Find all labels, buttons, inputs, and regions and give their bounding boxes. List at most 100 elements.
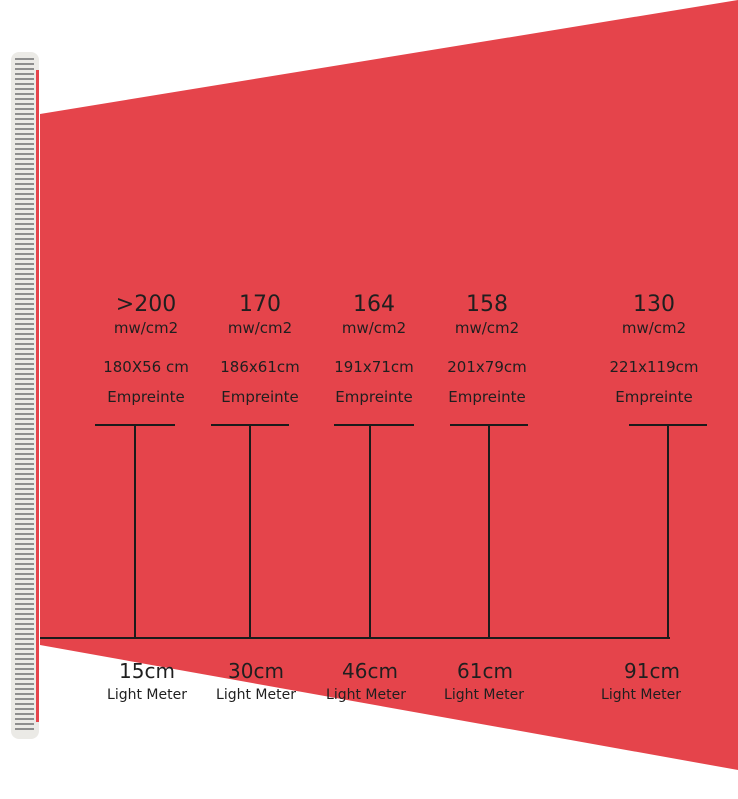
panel-led xyxy=(15,548,34,550)
power-unit: mw/cm2 xyxy=(228,319,292,337)
panel-led xyxy=(15,663,34,665)
footprint-size: 221x119cm xyxy=(610,358,699,376)
panel-led xyxy=(15,718,34,720)
panel-led xyxy=(15,368,34,370)
panel-led xyxy=(15,308,34,310)
panel-led xyxy=(15,568,34,570)
panel-led xyxy=(15,553,34,555)
panel-led xyxy=(15,443,34,445)
panel-led xyxy=(15,348,34,350)
panel-led xyxy=(15,478,34,480)
panel-led xyxy=(15,698,34,700)
panel-led xyxy=(15,613,34,615)
panel-led xyxy=(15,653,34,655)
panel-led xyxy=(15,343,34,345)
light-meter-label: Light Meter xyxy=(601,687,681,703)
panel-led xyxy=(15,448,34,450)
distance-value: 30cm xyxy=(228,659,284,683)
panel-led xyxy=(15,263,34,265)
panel-led xyxy=(15,198,34,200)
panel-led xyxy=(15,158,34,160)
led-light-panel-icon xyxy=(11,52,39,739)
panel-led xyxy=(15,288,34,290)
panel-red-strip xyxy=(36,70,39,722)
panel-led xyxy=(15,73,34,75)
light-meter-label: Light Meter xyxy=(326,687,406,703)
panel-led xyxy=(15,658,34,660)
panel-led xyxy=(15,383,34,385)
panel-led xyxy=(15,138,34,140)
panel-led xyxy=(15,228,34,230)
panel-led xyxy=(15,363,34,365)
panel-led xyxy=(15,108,34,110)
panel-led xyxy=(15,358,34,360)
panel-led xyxy=(15,728,34,730)
panel-led xyxy=(15,423,34,425)
panel-led xyxy=(15,118,34,120)
panel-led xyxy=(15,508,34,510)
panel-led xyxy=(15,503,34,505)
panel-led xyxy=(15,703,34,705)
panel-led xyxy=(15,378,34,380)
panel-led xyxy=(15,428,34,430)
power-unit: mw/cm2 xyxy=(114,319,178,337)
panel-led xyxy=(15,63,34,65)
footprint-label: Empreinte xyxy=(107,388,184,406)
panel-led xyxy=(15,723,34,725)
panel-led xyxy=(15,298,34,300)
panel-led xyxy=(15,403,34,405)
distance-value: 15cm xyxy=(119,659,175,683)
panel-led xyxy=(15,648,34,650)
distance-value: 91cm xyxy=(624,659,680,683)
footprint-size: 186x61cm xyxy=(220,358,299,376)
footprint-label: Empreinte xyxy=(448,388,525,406)
panel-led-row xyxy=(15,58,34,730)
panel-led xyxy=(15,258,34,260)
panel-led xyxy=(15,608,34,610)
panel-led xyxy=(15,468,34,470)
panel-led xyxy=(15,453,34,455)
measurement-group: >200 mw/cm2 180X56 cm Empreinte 15cm Light Me… xyxy=(95,292,707,703)
panel-led xyxy=(15,623,34,625)
panel-led xyxy=(15,213,34,215)
footprint-size: 191x71cm xyxy=(334,358,413,376)
panel-led xyxy=(15,188,34,190)
panel-led xyxy=(15,683,34,685)
panel-led xyxy=(15,498,34,500)
panel-led xyxy=(15,638,34,640)
panel-led xyxy=(15,633,34,635)
panel-led xyxy=(15,218,34,220)
panel-led xyxy=(15,293,34,295)
panel-led xyxy=(15,203,34,205)
panel-led xyxy=(15,458,34,460)
panel-led xyxy=(15,583,34,585)
panel-led xyxy=(15,163,34,165)
panel-led xyxy=(15,673,34,675)
panel-led xyxy=(15,373,34,375)
panel-led xyxy=(15,513,34,515)
footprint-label: Empreinte xyxy=(335,388,412,406)
panel-led xyxy=(15,538,34,540)
light-meter-label: Light Meter xyxy=(216,687,296,703)
panel-led xyxy=(15,148,34,150)
footprint-label: Empreinte xyxy=(615,388,692,406)
panel-led xyxy=(15,303,34,305)
panel-led xyxy=(15,318,34,320)
light-meter-label: Light Meter xyxy=(444,687,524,703)
panel-led xyxy=(15,433,34,435)
panel-led xyxy=(15,133,34,135)
power-unit: mw/cm2 xyxy=(455,319,519,337)
panel-led xyxy=(15,643,34,645)
panel-led xyxy=(15,628,34,630)
panel-led xyxy=(15,208,34,210)
panel-led xyxy=(15,693,34,695)
panel-led xyxy=(15,323,34,325)
footprint-label: Empreinte xyxy=(221,388,298,406)
panel-body xyxy=(11,52,39,739)
panel-led xyxy=(15,283,34,285)
panel-led xyxy=(15,708,34,710)
panel-led xyxy=(15,438,34,440)
panel-led xyxy=(15,83,34,85)
panel-led xyxy=(15,578,34,580)
panel-led xyxy=(15,223,34,225)
